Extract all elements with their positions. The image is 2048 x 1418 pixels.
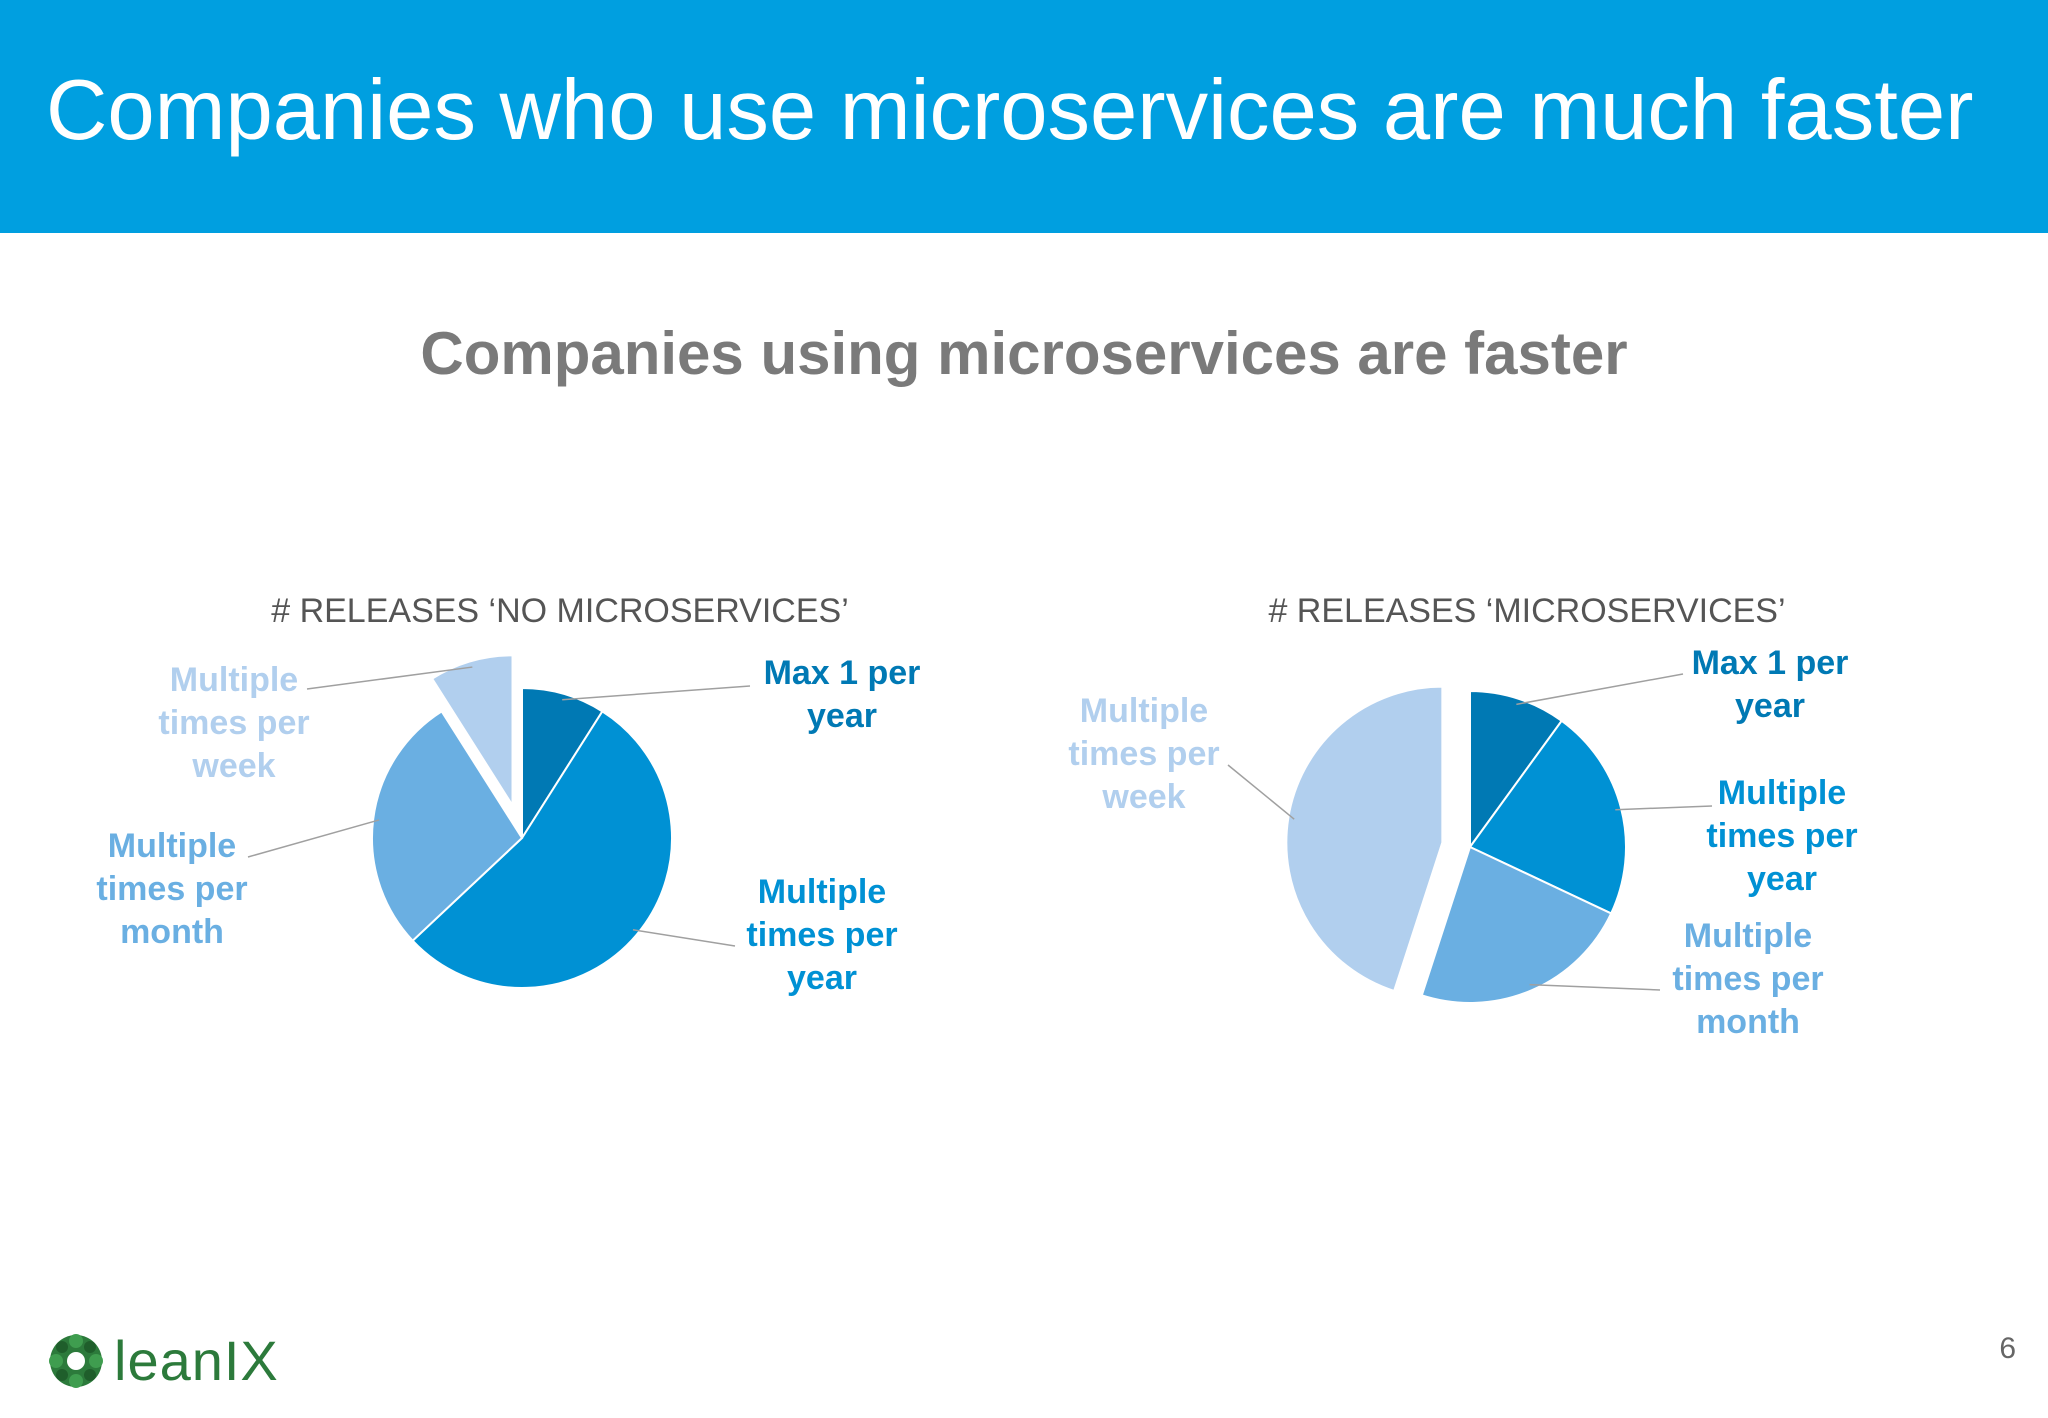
slice-label-line: times per — [746, 916, 897, 954]
slice-label-line: month — [120, 913, 224, 951]
header-bar: Companies who use microservices are much… — [0, 0, 2048, 233]
slice-label-line: year — [1747, 860, 1817, 898]
slice-label-line: Multiple — [170, 661, 298, 699]
slice-label-max-1-per-year: Max 1 per year — [764, 654, 921, 735]
leader-line — [632, 929, 736, 947]
leader-line — [247, 819, 380, 858]
slice-label-line: times per — [1068, 735, 1219, 773]
leader-line — [1529, 983, 1661, 991]
pie-slice-multiple-times-per-week — [430, 654, 514, 809]
slice-label-line: year — [1735, 687, 1805, 725]
page-number: 6 — [1999, 1332, 2016, 1365]
logo-text: leanIX — [114, 1329, 279, 1392]
pie-slice-multiple-times-per-week — [1285, 685, 1444, 993]
slice-label-multiple-times-per-month: Multiple times per month — [96, 827, 247, 951]
slice-label-max-1-per-year: Max 1 per year — [1692, 644, 1849, 725]
chart-title: # RELEASES ‘NO MICROSERVICES’ — [271, 592, 849, 630]
slide-subtitle: Companies using microservices are faster — [420, 320, 1628, 387]
slice-label-line: Max 1 per — [1692, 644, 1849, 682]
slice-label-line: Multiple — [108, 827, 236, 865]
slice-label-line: Max 1 per — [764, 654, 921, 692]
pie-slice-max-1-per-year — [1469, 689, 1564, 851]
pie-slice-multiple-times-per-year — [411, 709, 673, 990]
chart-title: # RELEASES ‘MICROSERVICES’ — [1268, 592, 1785, 630]
slice-label-line: week — [191, 747, 275, 785]
pie-slice-multiple-times-per-month — [371, 709, 524, 943]
slice-label-multiple-times-per-month: Multiple times per month — [1672, 917, 1823, 1041]
logo-mark-icon — [49, 1334, 103, 1388]
slice-label-line: times per — [1706, 817, 1857, 855]
slice-label-line: week — [1101, 778, 1185, 816]
slice-label-multiple-times-per-year: Multiple times per year — [746, 873, 897, 997]
slice-label-line: Multiple — [1080, 692, 1208, 730]
slice-label-multiple-times-per-week: Multiple times per week — [1068, 692, 1219, 816]
slice-label-line: year — [807, 697, 877, 735]
slice-label-line: times per — [1672, 960, 1823, 998]
slice-label-line: times per — [96, 870, 247, 908]
slice-label-multiple-times-per-year: Multiple times per year — [1706, 774, 1857, 898]
leader-line — [1615, 805, 1713, 811]
slice-label-line: year — [787, 959, 857, 997]
leader-line — [1227, 764, 1295, 820]
slice-label-multiple-times-per-week: Multiple times per week — [158, 661, 309, 785]
slide-title: Companies who use microservices are much… — [46, 63, 1974, 158]
leanix-logo: leanIX — [46, 1330, 279, 1392]
pie-chart-no-microservices: # RELEASES ‘NO MICROSERVICES’ Max 1 per ye… — [96, 592, 920, 997]
slice-label-line: times per — [158, 704, 309, 742]
slice-label-line: month — [1696, 1003, 1800, 1041]
pie-chart-microservices: # RELEASES ‘MICROSERVICES’Max 1 per yearM… — [1068, 592, 1857, 1041]
slice-label-line: Multiple — [1684, 917, 1812, 955]
pie-slice-multiple-times-per-month — [1420, 845, 1613, 1004]
slice-label-line: Multiple — [758, 873, 886, 911]
slice-label-line: Multiple — [1718, 774, 1846, 812]
leader-line — [1516, 673, 1684, 706]
pie-slice-max-1-per-year — [521, 686, 604, 842]
leader-line — [562, 685, 751, 701]
leader-line — [306, 666, 473, 690]
